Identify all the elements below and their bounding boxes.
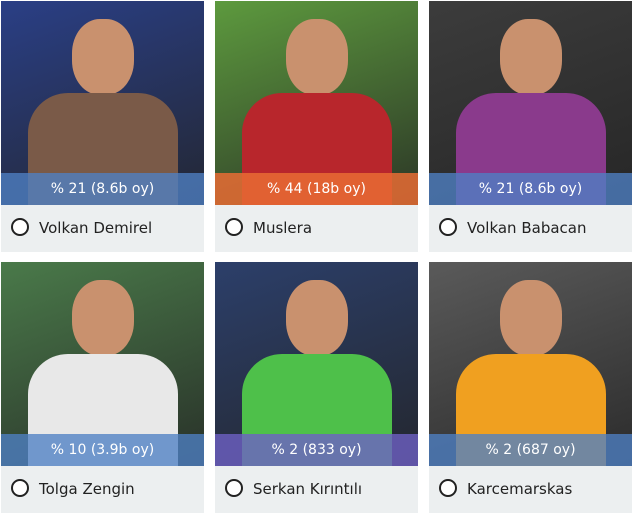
player-photo: % 10 (3.9b oy) [1,262,204,466]
poll-option: % 2 (833 oy) Serkan Kırıntılı [215,262,418,513]
option-label[interactable]: Volkan Babacan [467,219,587,237]
player-head [499,280,562,356]
option-label[interactable]: Volkan Demirel [39,219,153,237]
player-head [71,280,134,356]
vote-option[interactable]: Karcemarskas [429,466,632,513]
result-strip: % 10 (3.9b oy) [1,434,204,466]
player-photo: % 21 (8.6b oy) [1,1,204,205]
option-label[interactable]: Tolga Zengin [39,480,135,498]
player-photo: % 21 (8.6b oy) [429,1,632,205]
radio-button[interactable] [439,218,457,236]
poll-option: % 10 (3.9b oy) Tolga Zengin [1,262,204,513]
poll-option: % 21 (8.6b oy) Volkan Demirel [1,1,204,252]
result-strip: % 21 (8.6b oy) [429,173,632,205]
radio-button[interactable] [439,479,457,497]
vote-option[interactable]: Tolga Zengin [1,466,204,513]
player-head [499,19,562,95]
vote-option[interactable]: Serkan Kırıntılı [215,466,418,513]
player-head [71,19,134,95]
radio-button[interactable] [225,218,243,236]
player-head [285,280,348,356]
option-label[interactable]: Serkan Kırıntılı [253,480,363,498]
result-strip: % 2 (833 oy) [215,434,418,466]
radio-button[interactable] [11,218,29,236]
vote-option[interactable]: Volkan Demirel [1,205,204,252]
player-photo: % 2 (833 oy) [215,262,418,466]
player-head [285,19,348,95]
player-photo: % 2 (687 oy) [429,262,632,466]
result-strip: % 44 (18b oy) [215,173,418,205]
result-strip: % 2 (687 oy) [429,434,632,466]
option-label[interactable]: Karcemarskas [467,480,573,498]
poll-option: % 21 (8.6b oy) Volkan Babacan [429,1,632,252]
radio-button[interactable] [225,479,243,497]
poll-option: % 2 (687 oy) Karcemarskas [429,262,632,513]
option-label[interactable]: Muslera [253,219,313,237]
radio-button[interactable] [11,479,29,497]
vote-option[interactable]: Volkan Babacan [429,205,632,252]
poll-option: % 44 (18b oy) Muslera [215,1,418,252]
player-photo: % 44 (18b oy) [215,1,418,205]
vote-option[interactable]: Muslera [215,205,418,252]
result-strip: % 21 (8.6b oy) [1,173,204,205]
